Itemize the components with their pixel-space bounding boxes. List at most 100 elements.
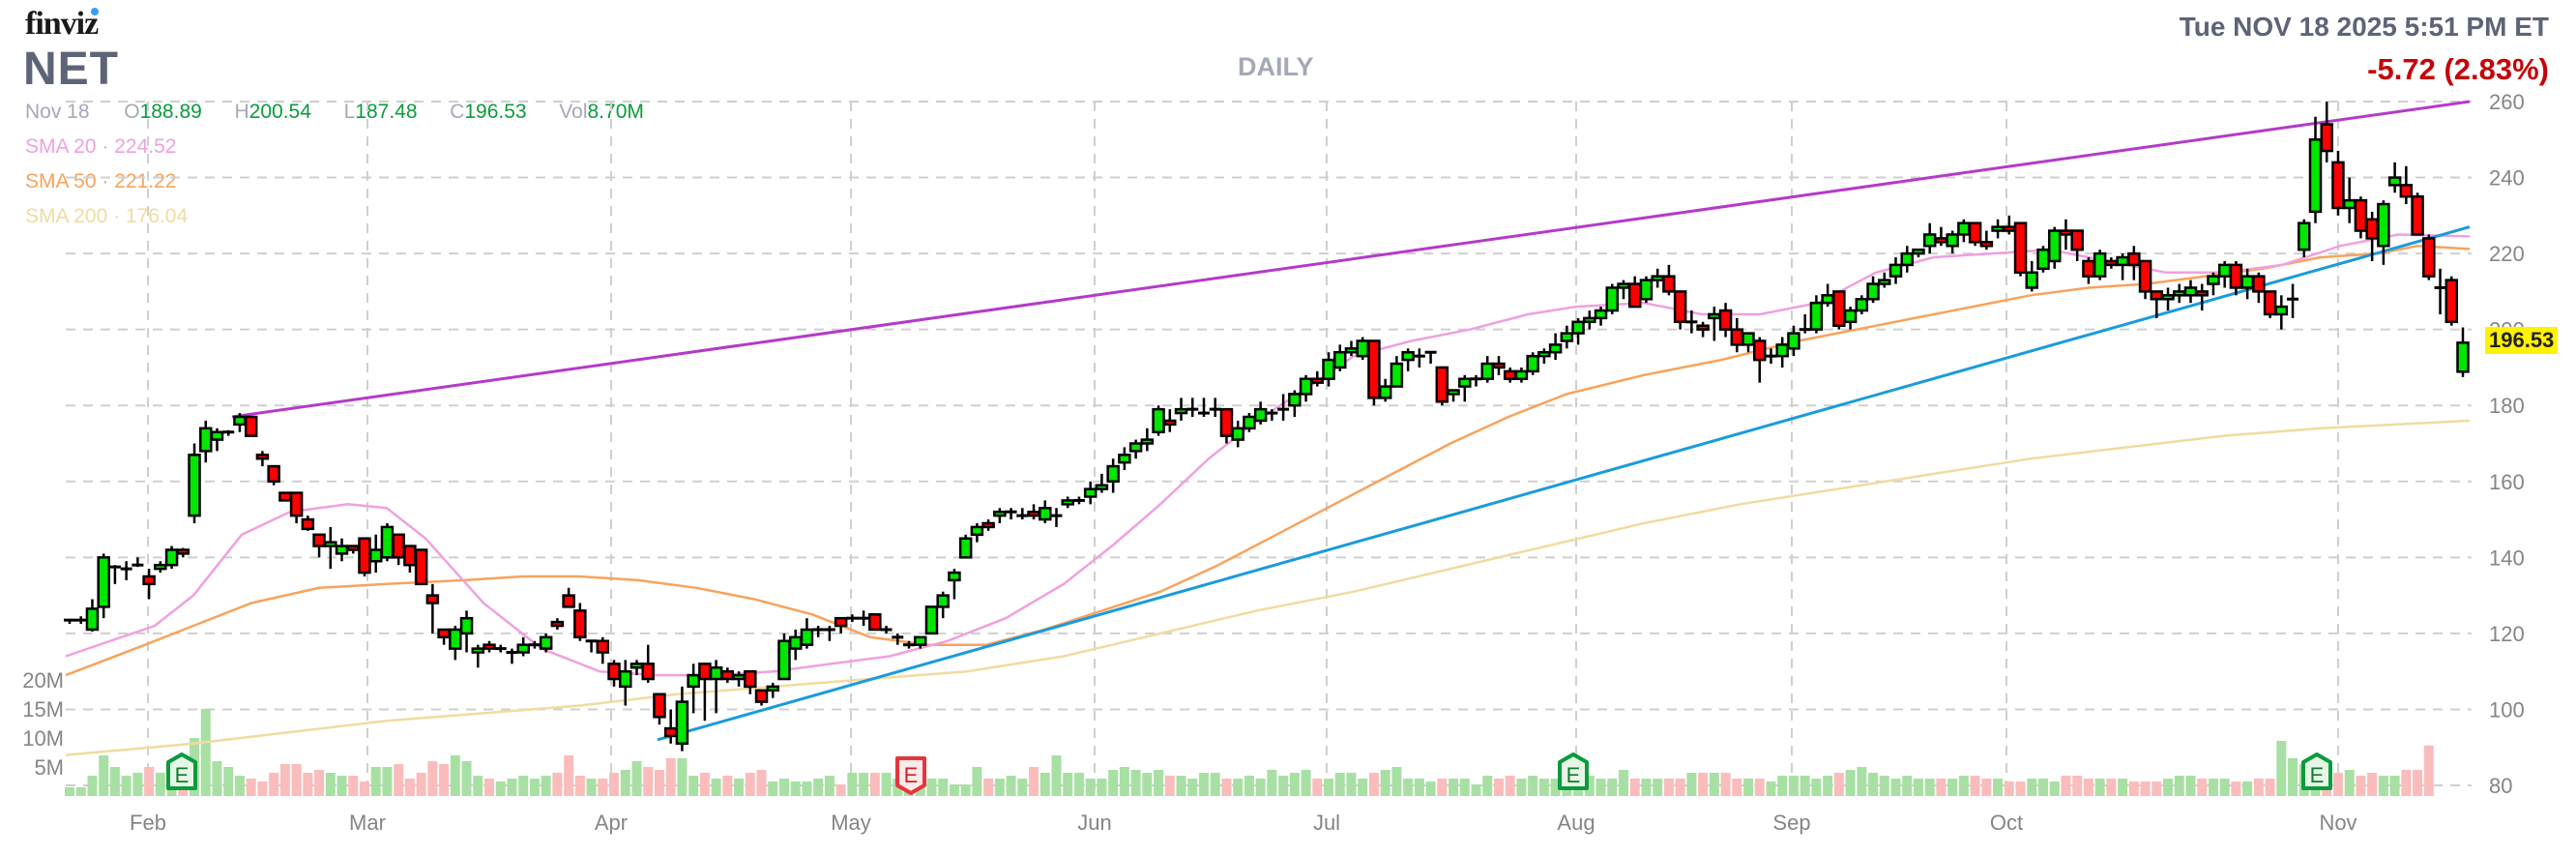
volume-bar [1879, 776, 1889, 796]
volume-bar [1108, 770, 1119, 796]
sma200-legend[interactable]: SMA 200 · 176.04 [25, 205, 189, 227]
volume-bar [427, 761, 438, 796]
volume-bar [2378, 776, 2388, 796]
candle-down [1934, 237, 1948, 244]
volume-bar [1505, 776, 1515, 796]
candle-up [2377, 202, 2390, 248]
candle-up [97, 556, 110, 608]
volume-bar [1017, 779, 1028, 796]
timeframe-label[interactable]: DAILY [1238, 52, 1314, 81]
candle-up [2207, 275, 2220, 285]
candle-up [2456, 341, 2470, 373]
candle-down [653, 693, 666, 719]
volume-bar [1425, 781, 1436, 796]
candle-up [233, 415, 247, 427]
candle-up [1571, 320, 1585, 335]
volume-bar [2231, 781, 2241, 796]
candle-down [255, 454, 270, 460]
low-label: L [343, 101, 356, 123]
volume-bar [1176, 776, 1186, 796]
volume-bar [1868, 773, 1879, 796]
candle-up [1742, 332, 1755, 346]
volume-bar [2185, 776, 2196, 796]
vol-label: Vol [559, 101, 588, 123]
volume-bar [2219, 779, 2230, 796]
candle-up [1821, 294, 1834, 305]
volume-bar [303, 773, 313, 796]
volume-bar [1482, 776, 1493, 796]
candle-doji [222, 430, 235, 434]
candle-up [1332, 350, 1347, 369]
earnings-marker-feb[interactable]: E [166, 752, 197, 790]
candle-down [1367, 339, 1381, 399]
candle-up [154, 563, 167, 571]
candle-up [471, 647, 485, 654]
volume-bar [665, 758, 676, 796]
candle-up [516, 643, 530, 654]
candle-doji [858, 616, 870, 620]
earnings-marker-may[interactable]: E [895, 756, 926, 795]
volume-bar [2197, 779, 2208, 796]
candle-up [188, 454, 201, 517]
candle-down [2150, 290, 2164, 301]
candle-down [1730, 328, 1744, 346]
sma20-legend[interactable]: SMA 20 · 224.52 [25, 135, 177, 158]
candle-down [1696, 324, 1710, 331]
candle-down [2104, 259, 2119, 267]
candle-down [2365, 218, 2379, 240]
volume-bar [2208, 779, 2218, 796]
volume-bar [2027, 779, 2037, 796]
candle-up [1912, 248, 1925, 255]
volume-bar [1924, 779, 1935, 796]
candle-up [948, 571, 961, 582]
candle-up [1946, 233, 1959, 248]
sma200-line [65, 419, 2471, 756]
finviz-logo[interactable]: finviz [25, 6, 99, 42]
sma50-legend[interactable]: SMA 50 · 221.22 [25, 170, 177, 192]
datetime-label: Tue NOV 18 2025 5:51 PM ET [2179, 12, 2549, 42]
candle-up [2183, 286, 2198, 297]
candle-down [1219, 407, 1234, 437]
volume-bar [1743, 779, 1754, 796]
sma50-value: 221.22 [114, 170, 177, 192]
candle-down [2252, 275, 2266, 293]
volume-bar [2344, 770, 2355, 796]
volume-axis-label: 5M [34, 755, 64, 780]
candle-up [2308, 138, 2323, 214]
candle-down [720, 669, 735, 681]
volume-bar [314, 770, 325, 796]
volume-bar [926, 779, 937, 796]
earnings-icon [1558, 752, 1589, 790]
candle-down [1832, 290, 1846, 327]
sma50-line [65, 245, 2471, 677]
candle-down [2013, 221, 2028, 274]
candle-up [732, 673, 746, 681]
month-axis-label: Nov [2319, 811, 2356, 835]
earnings-marker-aug[interactable]: E [1558, 752, 1589, 790]
volume-bar [1029, 767, 1039, 796]
candle-doji [1765, 354, 1777, 358]
candle-up [1537, 350, 1551, 358]
candle-up [1651, 275, 1664, 281]
month-axis-label: Jul [1313, 811, 1340, 835]
upper-trendline[interactable] [231, 100, 2471, 419]
price-axis-label: 220 [2489, 242, 2525, 266]
candle-down [267, 464, 280, 484]
candle-down [562, 594, 575, 608]
candle-down [698, 663, 712, 681]
earnings-marker-nov[interactable]: E [2301, 752, 2332, 790]
candle-down [834, 616, 848, 628]
candle-up [1617, 282, 1630, 289]
volume-bar [2083, 779, 2093, 796]
earnings-label: E [1566, 763, 1581, 787]
legend-date: Nov 18 [25, 101, 90, 123]
candle-up [1061, 499, 1074, 506]
lower-trendline[interactable] [657, 225, 2471, 742]
month-axis-label: Jun [1077, 811, 1111, 835]
candle-up [1095, 484, 1109, 490]
month-axis-label: May [831, 811, 871, 835]
volume-bar [949, 784, 959, 796]
volume-bar [337, 776, 347, 796]
volume-bar [1459, 779, 1470, 796]
